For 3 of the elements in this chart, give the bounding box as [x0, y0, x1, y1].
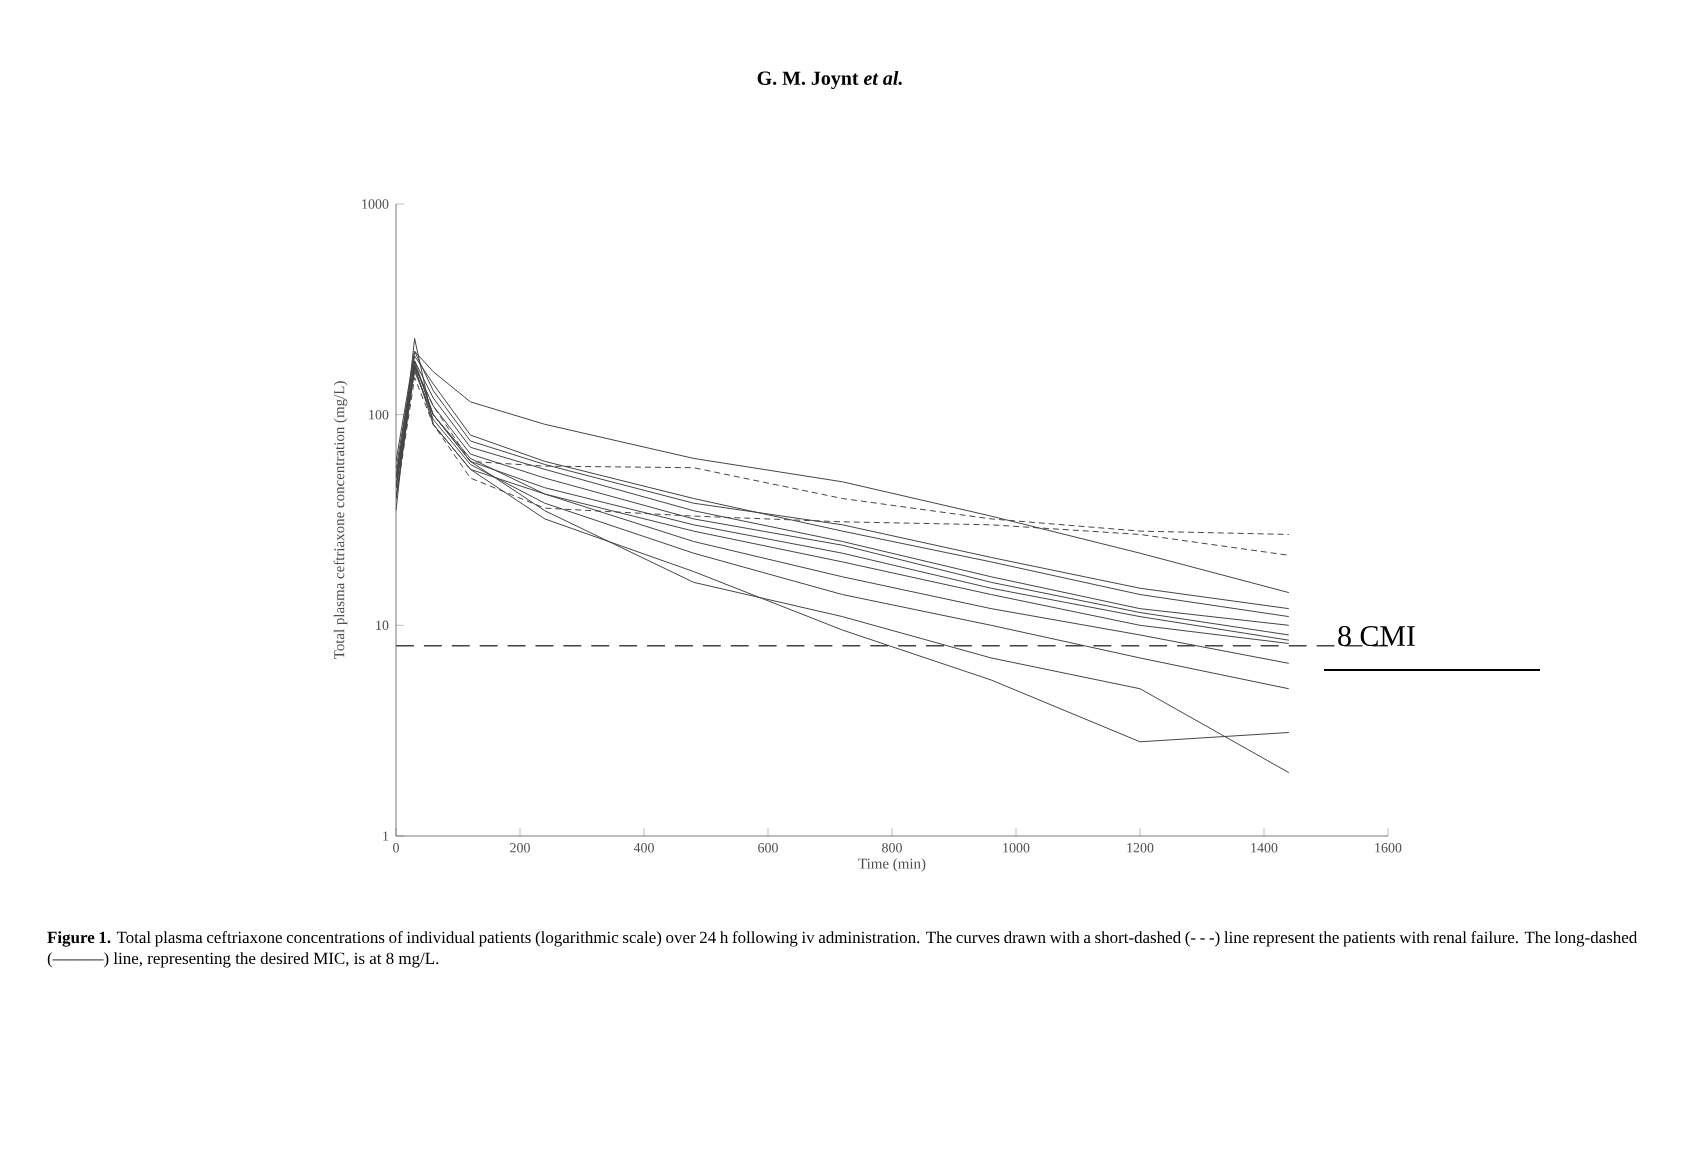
text: Figure 1. Total plasma ceftriaxone concentrations of individual patients (logarithmic scale) over 24 h following iv administration. The curves drawn with a short-dashed (- - -) line represent the patients with renal failure. The long-dashed (———) line, representing the desired MIC, is at 8 mg/L.	[47, 931, 1638, 968]
chart-title: G. M. Joynt et al.	[757, 70, 902, 90]
annotation: 8 CMI	[1338, 625, 1415, 647]
